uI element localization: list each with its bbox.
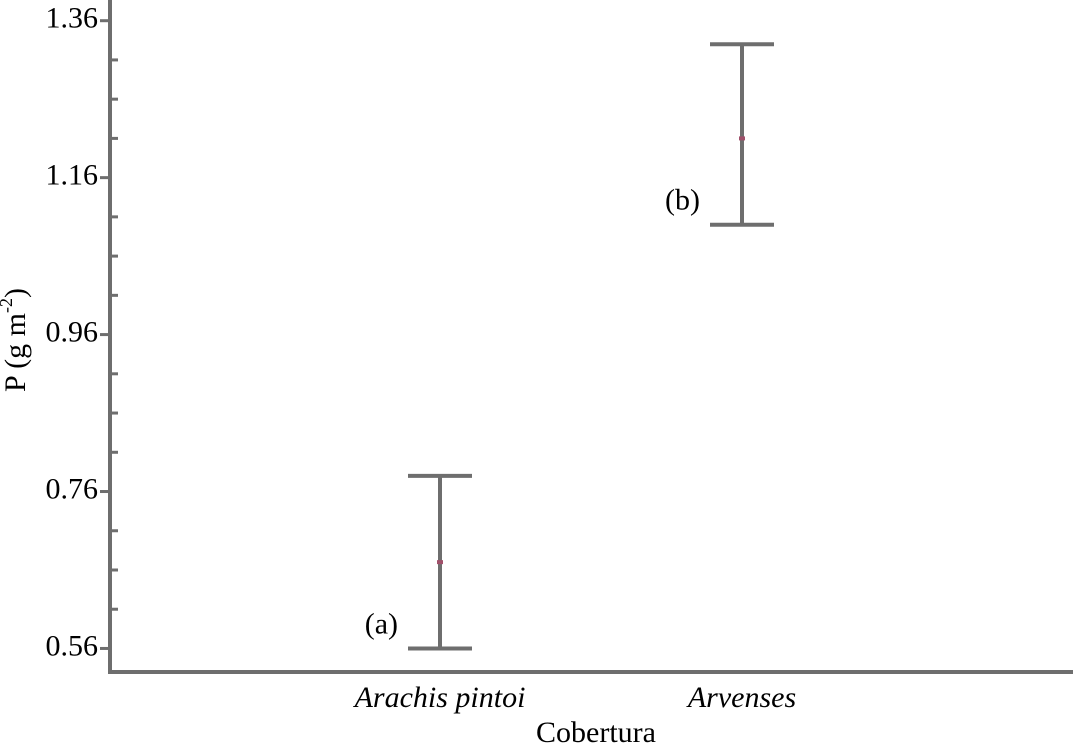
x-tick-label: Arachis pintoi bbox=[353, 681, 526, 714]
y-tick-label: 0.56 bbox=[46, 629, 99, 662]
mean-marker bbox=[739, 136, 745, 141]
y-tick-label: 0.96 bbox=[46, 315, 99, 348]
y-axis-label-sup: -2 bbox=[0, 298, 16, 313]
y-axis-label: P (g m-2) bbox=[0, 288, 32, 392]
x-axis-label: Cobertura bbox=[536, 716, 656, 749]
y-tick-label: 1.16 bbox=[46, 159, 99, 192]
significance-letter: (b) bbox=[665, 184, 700, 217]
y-axis-label-close: ) bbox=[0, 288, 32, 298]
x-tick-label: Arvenses bbox=[686, 681, 796, 714]
y-tick-label: 0.76 bbox=[46, 472, 99, 505]
y-tick-label: 1.36 bbox=[46, 2, 99, 35]
y-axis-label-text: P (g m bbox=[0, 313, 32, 392]
mean-marker bbox=[437, 560, 443, 565]
significance-letter: (a) bbox=[365, 607, 398, 640]
